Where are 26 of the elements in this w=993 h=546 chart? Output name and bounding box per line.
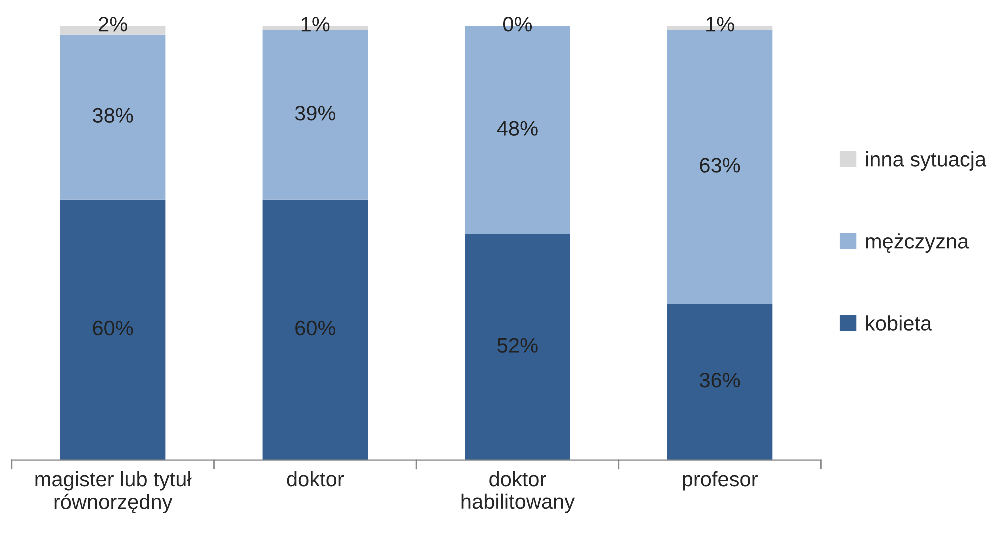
bar — [667, 304, 773, 460]
bar — [60, 34, 166, 200]
x-tick-label: magister lub tytuł równorzędny — [36, 471, 192, 514]
data-label: 60% — [296, 320, 336, 336]
bar — [262, 200, 368, 460]
data-label: 2% — [99, 17, 128, 32]
x-tick-label: doktor — [287, 471, 344, 487]
bar — [262, 30, 368, 200]
bar — [60, 200, 166, 460]
data-label: 1% — [706, 17, 734, 32]
data-label: 0% — [503, 17, 532, 32]
data-label: 63% — [700, 158, 740, 173]
x-tick-label: profesor — [683, 471, 758, 491]
data-label: 38% — [93, 108, 134, 123]
data-label: 36% — [700, 372, 740, 388]
data-label: 60% — [93, 320, 134, 336]
bar — [667, 30, 773, 304]
legend-label: inna sytuacja — [866, 152, 987, 171]
data-label: 52% — [498, 338, 538, 354]
bar — [465, 234, 570, 460]
x-tick-label: doktor habilitowany — [462, 471, 576, 514]
data-label: 39% — [295, 106, 336, 121]
data-label: 48% — [497, 121, 538, 136]
legend-label: kobieta — [866, 316, 932, 331]
data-label: 1% — [302, 17, 330, 32]
legend-label: mężczyzna — [866, 234, 970, 254]
